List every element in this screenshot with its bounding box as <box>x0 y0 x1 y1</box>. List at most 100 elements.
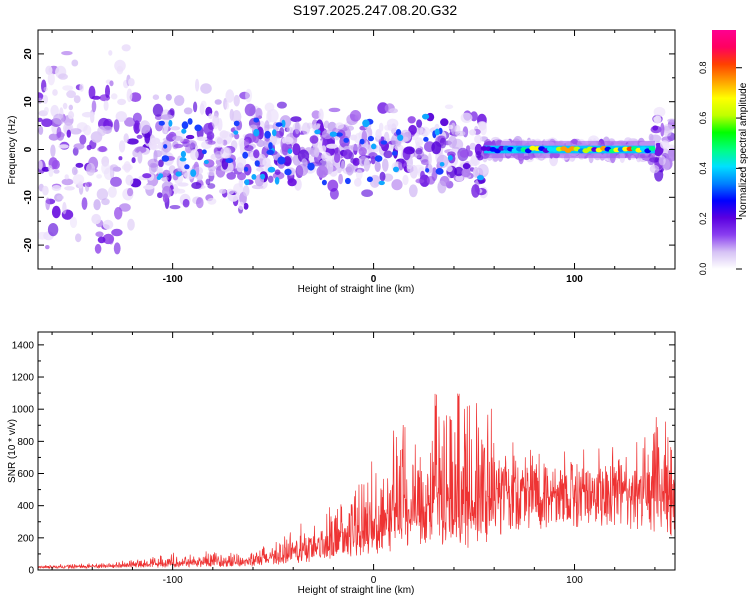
spectral-peak <box>181 121 189 130</box>
spectral-peak <box>434 128 440 136</box>
spectral-blob <box>162 169 171 177</box>
spectral-peak <box>435 168 444 175</box>
spectral-blob <box>111 228 123 237</box>
spectral-blob <box>296 163 309 177</box>
spectral-peak <box>359 138 365 145</box>
spectral-peak <box>307 162 315 171</box>
spectral-blob <box>318 108 324 122</box>
spectral-peak <box>233 120 240 127</box>
spectral-blob <box>415 178 425 184</box>
spectral-blob <box>323 120 330 129</box>
spectral-peak <box>175 171 182 177</box>
spectral-blob <box>121 163 133 171</box>
spectral-blob <box>427 163 433 176</box>
spectral-blob <box>110 176 122 187</box>
spectral-peak <box>392 150 398 156</box>
spectral-blob <box>407 116 416 124</box>
spectral-blob <box>309 135 319 144</box>
spectral-peak <box>272 129 277 137</box>
spectral-peak <box>190 169 197 177</box>
spectral-peak <box>329 131 337 137</box>
y-tick-label: 10 <box>23 96 34 108</box>
spectral-blob <box>326 143 338 149</box>
spectral-blob <box>43 86 48 92</box>
spectral-blob <box>658 155 666 166</box>
spectral-blob <box>38 97 43 104</box>
spectral-blob <box>53 113 65 125</box>
spectral-blob <box>50 144 56 158</box>
spectral-blob <box>64 174 69 180</box>
spectral-blob <box>317 155 322 160</box>
spectral-peak <box>422 113 430 120</box>
spectral-blob <box>225 89 235 103</box>
spectral-peak <box>161 155 170 162</box>
spectral-blob <box>389 108 398 114</box>
spectral-blob <box>378 122 384 132</box>
spectral-peak <box>194 124 202 132</box>
spectral-blob <box>191 182 202 189</box>
spectral-peak <box>244 179 250 186</box>
spectral-blob <box>311 110 321 119</box>
spectral-blob <box>183 107 193 115</box>
spectral-blob <box>156 166 164 175</box>
spectral-peak <box>242 151 249 159</box>
spectral-peak <box>253 128 260 137</box>
spectral-blob <box>466 145 471 152</box>
spectral-blob <box>321 152 331 162</box>
spectral-blob <box>177 166 182 172</box>
spectral-blob <box>243 202 249 210</box>
spectral-blob <box>41 118 53 127</box>
spectral-peak <box>225 158 234 164</box>
figure-title: S197.2025.247.08.20.G32 <box>293 2 457 18</box>
colorbar-tick-label: 0.6 <box>698 112 708 125</box>
spectral-blob <box>158 159 164 168</box>
spectral-blob <box>81 197 88 210</box>
spectral-blob <box>172 135 183 141</box>
spectral-peak <box>287 148 293 154</box>
spectral-blob <box>114 207 123 220</box>
spectral-blob <box>281 136 294 145</box>
spectral-peak <box>345 177 351 185</box>
spectral-blob <box>53 169 60 174</box>
spectral-blob <box>471 184 480 198</box>
spectral-blob <box>91 100 97 113</box>
spectral-blob <box>415 148 423 155</box>
spectral-blob <box>98 146 107 152</box>
spectral-peak <box>275 122 283 127</box>
spectral-blob <box>334 153 341 163</box>
spectral-peak <box>244 166 249 172</box>
spectral-blob <box>238 201 245 210</box>
spectral-blob <box>126 88 133 103</box>
spectral-peak <box>371 143 377 150</box>
snr-plot-area <box>38 332 675 570</box>
spectral-peak <box>158 120 165 126</box>
spectral-blob <box>328 107 341 113</box>
spectral-blob <box>38 160 43 170</box>
spectral-peak <box>397 134 404 141</box>
spectral-blob <box>269 136 281 146</box>
spectral-blob <box>469 129 477 136</box>
spectral-blob <box>233 94 240 107</box>
spectral-blob <box>297 149 310 163</box>
spectral-blob <box>374 161 381 173</box>
snr-y-tick-label: 600 <box>17 469 34 480</box>
spectral-blob <box>182 198 190 208</box>
spectral-peak <box>395 129 402 136</box>
spectral-blob <box>370 156 376 165</box>
spectral-peak <box>254 160 260 167</box>
y-tick-label: -20 <box>23 237 34 252</box>
spectral-blob <box>214 99 222 105</box>
spectral-blob <box>94 243 102 254</box>
spectral-blob <box>157 192 163 199</box>
spectral-blob <box>660 122 665 137</box>
spectral-blob <box>124 117 136 127</box>
spectral-blob <box>73 143 85 150</box>
spectral-blob <box>448 124 454 130</box>
spectral-peak <box>168 119 173 127</box>
spectral-blob <box>93 199 101 211</box>
spectral-blob <box>342 149 353 160</box>
x-tick-label: 0 <box>371 274 377 285</box>
spectral-blob <box>200 83 212 94</box>
spectral-blob <box>454 153 459 165</box>
spectral-blob <box>203 122 214 135</box>
